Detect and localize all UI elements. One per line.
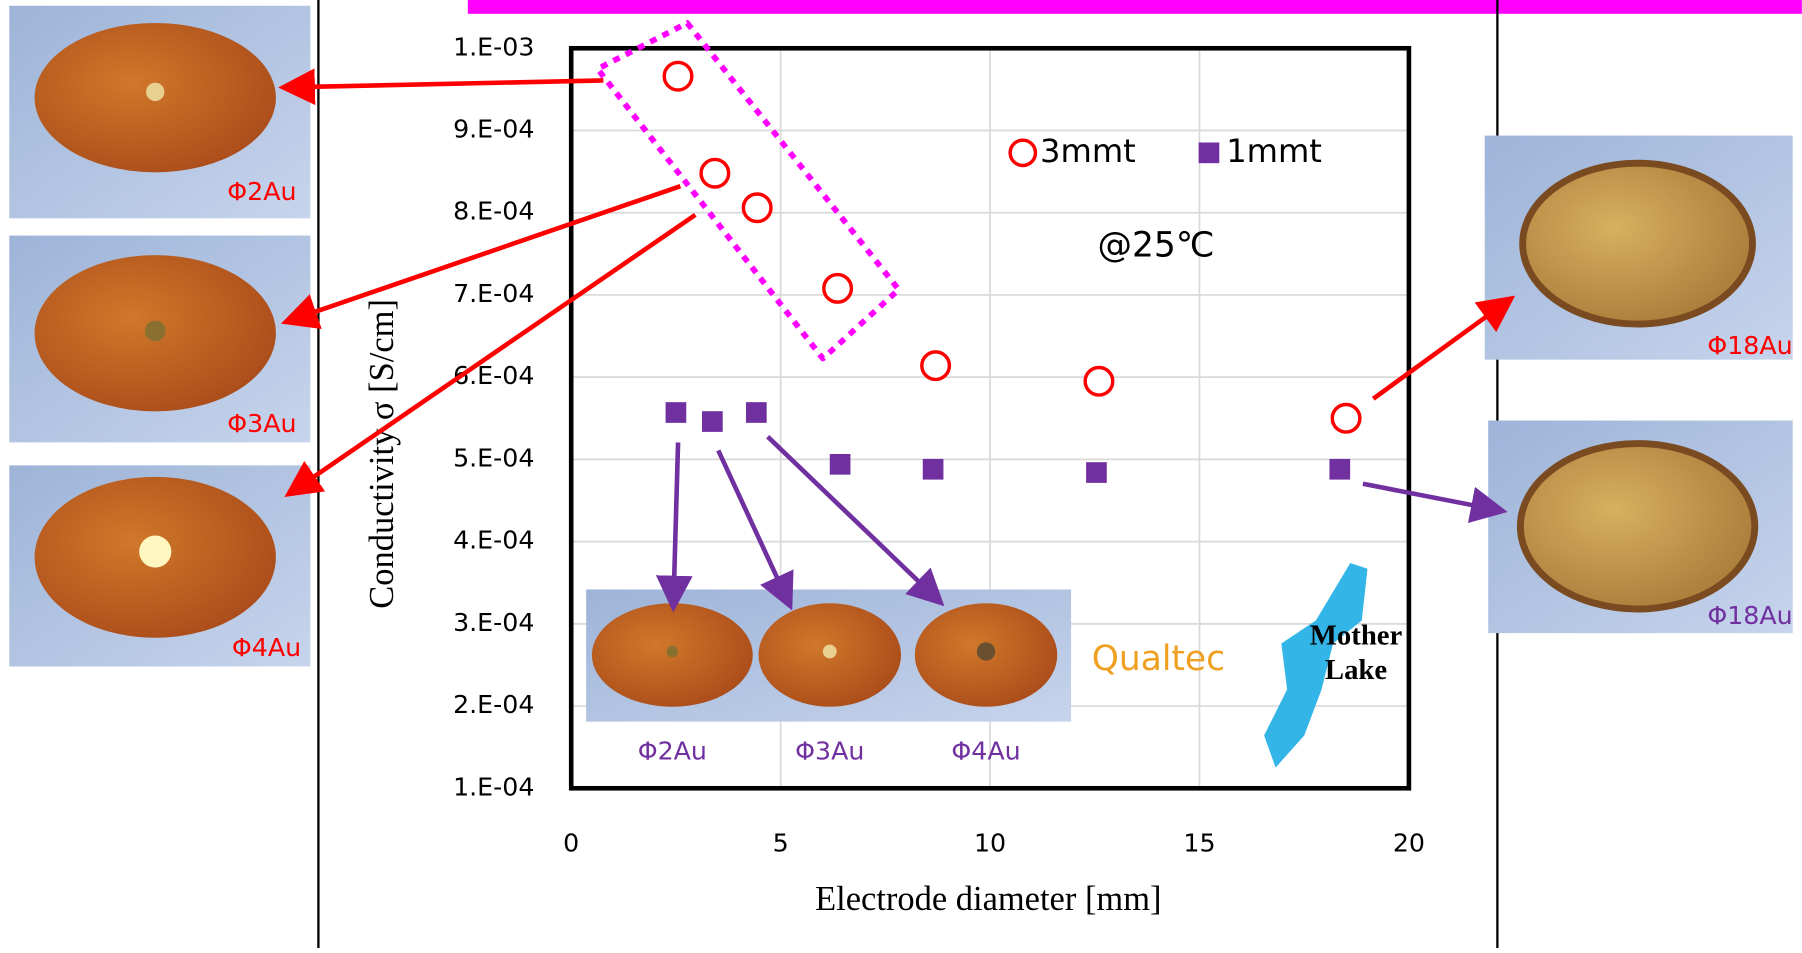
data-point: [665, 402, 687, 423]
data-point: [699, 157, 731, 189]
photo-label: Φ18Au: [1707, 331, 1792, 360]
data-point: [741, 192, 773, 224]
x-tick-label: 5: [773, 829, 789, 858]
data-point: [922, 458, 944, 480]
data-point: [1329, 458, 1351, 480]
arrows: [278, 68, 1516, 498]
arrows: [655, 434, 1508, 613]
photo: Φ2Au: [9, 5, 311, 219]
x-tick-label: 15: [1183, 829, 1215, 858]
legend-marker: [1198, 142, 1220, 164]
x-axis-label: Electrode diameter [mm]: [815, 880, 1161, 918]
photo-label: Φ18Au: [1707, 601, 1792, 630]
data-point: [702, 411, 723, 432]
data-point: [822, 272, 854, 304]
photo: Φ3Au: [9, 235, 311, 443]
y-tick-label: 5.E-04: [453, 443, 534, 472]
plot-frame: [568, 45, 1412, 791]
legend-label: 1mmt: [1226, 132, 1322, 170]
header-bar: [467, 0, 1802, 14]
x-tick-label: 0: [563, 829, 579, 858]
y-tick-label: 4.E-04: [453, 526, 534, 555]
legend-label: 3mmt: [1040, 132, 1136, 170]
logo: Mother: [1310, 619, 1403, 651]
photo: Φ4Au: [9, 465, 311, 667]
y-tick-label: 1.E-04: [453, 772, 534, 801]
plot-area: 1.E-04 2.E-04 3.E-04 4.E-04 5.E-04 6.E-04 7.E-…: [363, 32, 1425, 918]
y-tick-label: 9.E-04: [453, 114, 534, 143]
data-point: [1086, 462, 1107, 483]
inset-photo: Φ2Au Φ3Au Φ4Au: [586, 589, 1072, 766]
photo-label: Φ2Au: [638, 737, 707, 766]
photo-label: Φ3Au: [227, 409, 296, 438]
annotation: @25℃: [1097, 226, 1214, 266]
data-point: [920, 350, 952, 382]
data-point: [745, 402, 767, 423]
photo-label: Φ2Au: [227, 177, 296, 206]
logo: Qualtec: [1092, 639, 1225, 679]
data-point: [662, 60, 694, 92]
highlight: [594, 20, 902, 362]
photo-label: Φ4Au: [951, 737, 1020, 766]
y-tick-label: 6.E-04: [453, 361, 534, 390]
y-tick-label: 2.E-04: [453, 690, 534, 719]
photo: Φ18Au: [1484, 135, 1793, 360]
y-axis-label: Conductivity σ [S/cm]: [363, 299, 401, 609]
x-tick-label: 20: [1393, 829, 1425, 858]
data-point: [1330, 402, 1362, 434]
photo-label: Φ4Au: [232, 633, 301, 662]
legend-marker: [1008, 138, 1038, 168]
lake-logo: [1264, 563, 1368, 768]
y-tick-label: 8.E-04: [453, 197, 534, 226]
photo: Φ18Au: [1488, 420, 1793, 634]
y-tick-label: 3.E-04: [453, 608, 534, 637]
data-point: [1083, 365, 1115, 397]
y-tick-label: 1.E-03: [453, 32, 534, 61]
logo: Lake: [1325, 654, 1387, 686]
photo-label: Φ3Au: [795, 737, 864, 766]
data-point: [829, 453, 851, 475]
y-tick-label: 7.E-04: [453, 279, 534, 308]
x-tick-label: 10: [974, 829, 1006, 858]
